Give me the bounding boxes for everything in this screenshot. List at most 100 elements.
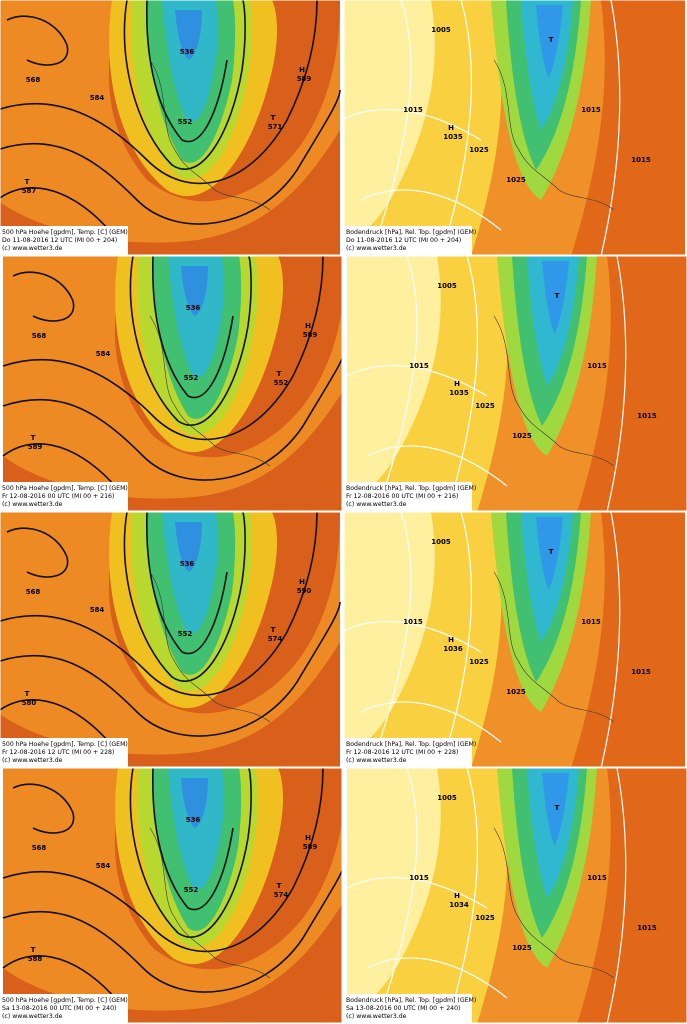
contour-label: 1005	[431, 26, 451, 34]
contour-label: 568	[26, 76, 41, 84]
caption-line: Sa 13-08-2016 00 UTC (MI 00 + 240)	[2, 1005, 116, 1012]
contour-line	[366, 957, 508, 999]
contour-line	[600, 512, 621, 767]
contour-line	[366, 445, 508, 487]
contour-line	[151, 768, 234, 911]
field-area	[162, 512, 218, 634]
caption-line: Do 11-08-2016 12 UTC (MI 00 + 204)	[346, 237, 461, 244]
contour-label: 1025	[512, 432, 532, 440]
contour-line	[346, 877, 488, 909]
field-area	[168, 256, 224, 378]
caption-line: Fr 12-08-2016 12 UTC (MI 00 + 228)	[2, 749, 114, 756]
contour-line	[123, 0, 246, 170]
contour-line	[12, 783, 75, 834]
caption-box	[344, 738, 472, 767]
panel-border	[0, 255, 343, 512]
caption-line: Sa 13-08-2016 00 UTC (MI 00 + 240)	[346, 1005, 460, 1012]
panel-border	[343, 767, 687, 1024]
contour-label: 574	[274, 891, 289, 899]
contour-label: 589	[303, 331, 318, 339]
contour-label: 1035	[449, 389, 469, 397]
contour-label: 536	[180, 560, 195, 568]
contour-label: 589	[303, 843, 318, 851]
contour-label: 584	[96, 350, 111, 358]
field-area	[175, 522, 202, 572]
contour-label: T	[31, 946, 36, 954]
contour-label: 584	[96, 862, 111, 870]
coastline	[493, 59, 615, 211]
contour-label: 1015	[409, 874, 429, 882]
contour-label: H	[448, 636, 454, 644]
caption-box	[344, 994, 472, 1023]
contour-line	[446, 256, 479, 511]
caption-line: Do 11-08-2016 12 UTC (MI 00 + 204)	[2, 237, 117, 244]
caption-line: 500 hPa Hoehe [gpdm], Temp. [C] (GEM)	[2, 997, 128, 1004]
caption-box	[0, 994, 128, 1023]
contour-label: H	[448, 124, 454, 132]
coastline	[149, 315, 271, 467]
contour-line	[360, 189, 502, 231]
field-area	[344, 512, 435, 752]
contour-line	[376, 768, 418, 1023]
contour-line	[360, 701, 502, 743]
caption-line: Fr 12-08-2016 00 UTC (MI 00 + 216)	[2, 493, 114, 500]
contour-line	[376, 256, 418, 511]
contour-label: 580	[22, 699, 37, 707]
caption-line: 500 hPa Hoehe [gpdm], Temp. [C] (GEM)	[2, 485, 128, 492]
field-area	[168, 768, 224, 890]
contour-line	[2, 768, 324, 953]
contour-label: 589	[28, 443, 43, 451]
contour-label: T	[271, 626, 276, 634]
contour-label: 1005	[437, 794, 457, 802]
contour-label: 1015	[587, 362, 607, 370]
contour-label: 1015	[631, 156, 651, 164]
caption-box	[344, 482, 472, 511]
field-area	[0, 0, 340, 243]
caption-line: (c) www.wetter3.de	[2, 757, 63, 764]
contour-label: T	[549, 36, 554, 44]
contour-label: T	[277, 882, 282, 890]
contour-label: 584	[90, 94, 105, 102]
contour-label: 1015	[409, 362, 429, 370]
contour-line	[344, 621, 482, 653]
coastline	[149, 59, 271, 211]
contour-label: 1025	[475, 914, 495, 922]
contour-label: 1025	[469, 658, 489, 666]
contour-line	[370, 0, 412, 255]
contour-label: H	[299, 66, 305, 74]
contour-line	[2, 357, 342, 481]
coastline	[493, 571, 615, 723]
contour-line	[12, 271, 75, 322]
contour-line	[123, 512, 246, 682]
caption-box	[0, 226, 128, 255]
contour-label: 571	[268, 123, 283, 131]
contour-line	[129, 256, 252, 426]
contour-line	[129, 768, 252, 938]
contour-label: 552	[184, 374, 199, 382]
contour-label: 1005	[437, 282, 457, 290]
caption-line: Fr 12-08-2016 12 UTC (MI 00 + 228)	[346, 749, 458, 756]
contour-label: T	[271, 114, 276, 122]
contour-line	[145, 512, 228, 655]
contour-label: 1015	[581, 106, 601, 114]
contour-label: 1015	[403, 618, 423, 626]
contour-label: 584	[90, 606, 105, 614]
contour-label: H	[299, 578, 305, 586]
contour-label: H	[454, 380, 460, 388]
contour-label: T	[555, 292, 560, 300]
contour-line	[440, 512, 473, 767]
contour-line	[346, 365, 488, 397]
contour-line	[6, 15, 69, 66]
contour-label: H	[454, 892, 460, 900]
contour-label: T	[25, 178, 30, 186]
contour-label: 552	[178, 118, 193, 126]
panel-border	[0, 511, 343, 768]
contour-label: 552	[178, 630, 193, 638]
coastline	[149, 827, 271, 979]
contour-label: 1015	[587, 874, 607, 882]
